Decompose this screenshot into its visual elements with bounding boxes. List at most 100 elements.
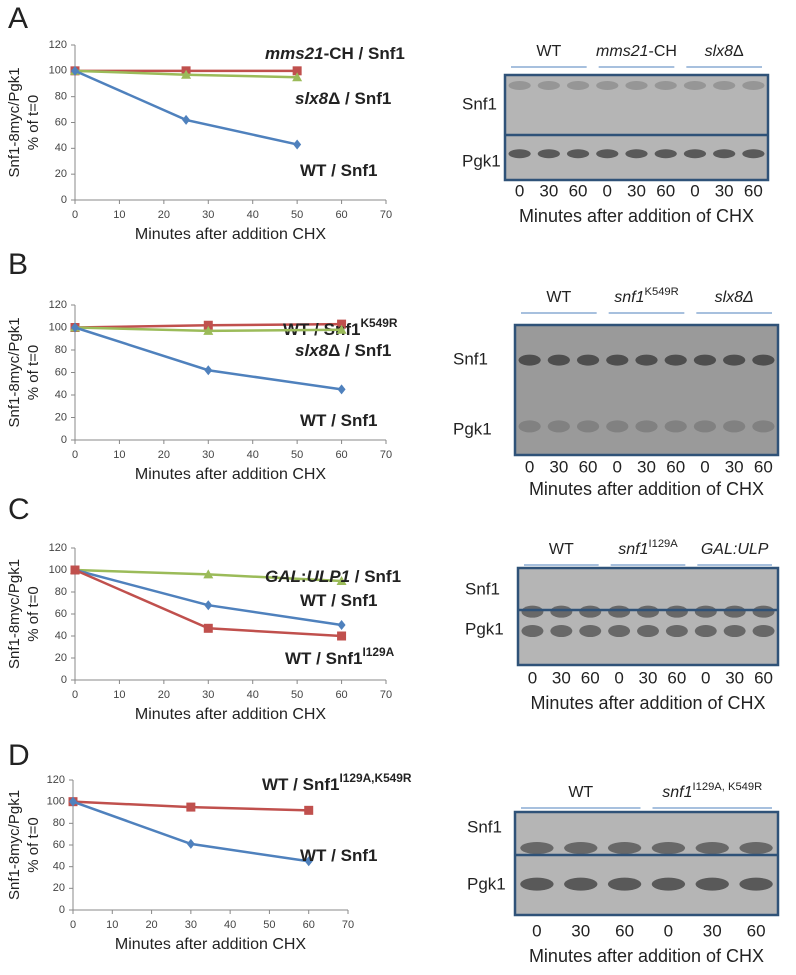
blot-band bbox=[664, 354, 687, 366]
blot-band bbox=[596, 149, 619, 159]
marker bbox=[70, 565, 80, 575]
y-axis-title: % of t=0 bbox=[25, 586, 42, 641]
group-label: GAL:ULP bbox=[701, 541, 769, 558]
blot-band bbox=[566, 81, 590, 90]
group-label: snf1I129A bbox=[618, 538, 678, 558]
blot-band bbox=[723, 605, 746, 618]
blot-band bbox=[550, 605, 573, 618]
y-axis-title: % of t=0 bbox=[25, 345, 42, 400]
blot-band bbox=[579, 605, 602, 618]
lane-label: 60 bbox=[744, 181, 763, 200]
lane-label: 0 bbox=[603, 181, 612, 200]
group-label: WT bbox=[568, 784, 593, 801]
x-tick-label: 70 bbox=[380, 449, 392, 461]
blot-band bbox=[739, 877, 773, 891]
group-label: snf1I129A, K549R bbox=[662, 781, 762, 801]
x-tick-label: 50 bbox=[291, 689, 303, 701]
x-tick-label: 40 bbox=[247, 449, 259, 461]
blot-band bbox=[521, 605, 544, 618]
y-tick-label: 60 bbox=[55, 366, 67, 378]
series-label: mms21-CH / Snf1 bbox=[265, 44, 405, 63]
y-tick-label: 80 bbox=[55, 344, 67, 356]
blot bbox=[513, 810, 780, 917]
x-tick-label: 50 bbox=[291, 449, 303, 461]
lane-label: 0 bbox=[515, 181, 524, 200]
x-axis-title: Minutes after addition CHX bbox=[135, 466, 327, 483]
y-tick-label: 20 bbox=[55, 411, 67, 423]
blot-band bbox=[537, 81, 560, 90]
lane-label: 60 bbox=[754, 457, 773, 476]
lane-label: 0 bbox=[528, 668, 537, 687]
blot-band bbox=[695, 877, 729, 891]
x-tick-label: 60 bbox=[335, 689, 347, 701]
y-tick-label: 40 bbox=[55, 630, 67, 642]
y-tick-label: 100 bbox=[49, 321, 67, 333]
blot-band bbox=[713, 149, 736, 159]
text-part: I129A,K549R bbox=[339, 771, 411, 785]
x-tick-label: 20 bbox=[158, 209, 170, 221]
y-tick-label: 0 bbox=[59, 904, 65, 916]
lane-label: 0 bbox=[525, 457, 534, 476]
text-part: Δ bbox=[733, 43, 744, 60]
lane-label: 30 bbox=[703, 921, 722, 940]
y-tick-label: 80 bbox=[53, 817, 65, 829]
lane-label: 30 bbox=[627, 181, 646, 200]
blot-band bbox=[625, 149, 648, 159]
text-part: slx8 bbox=[295, 341, 329, 360]
blot-band bbox=[742, 149, 765, 159]
y-tick-label: 120 bbox=[49, 542, 67, 554]
text-part: / Snf1 bbox=[350, 567, 401, 586]
marker bbox=[293, 139, 302, 150]
row-label: Snf1 bbox=[453, 349, 488, 368]
panel-letter: D bbox=[8, 739, 30, 772]
lane-label: 60 bbox=[666, 457, 685, 476]
blot bbox=[503, 73, 770, 182]
lane-label: 0 bbox=[664, 921, 673, 940]
blot-band bbox=[564, 877, 598, 891]
y-tick-label: 100 bbox=[49, 65, 67, 77]
x-tick-label: 30 bbox=[185, 919, 197, 931]
blot-band bbox=[742, 81, 765, 90]
blot-band bbox=[508, 149, 531, 159]
lane-label: 0 bbox=[613, 457, 622, 476]
y-axis-title: % of t=0 bbox=[25, 817, 42, 872]
marker bbox=[304, 856, 313, 867]
row-label: Pgk1 bbox=[465, 619, 504, 638]
lane-label: 30 bbox=[725, 457, 744, 476]
text-part: GAL bbox=[265, 567, 301, 586]
blot-band bbox=[695, 842, 729, 855]
y-tick-label: 120 bbox=[49, 299, 67, 311]
x-tick-label: 0 bbox=[72, 689, 78, 701]
blot-band bbox=[518, 354, 541, 366]
row-label: Snf1 bbox=[467, 817, 502, 836]
text-part: WT bbox=[536, 43, 561, 60]
blot-band bbox=[547, 420, 570, 433]
text-part: WT bbox=[568, 784, 593, 801]
x-tick-label: 10 bbox=[113, 689, 125, 701]
series-label: WT / Snf1I129A,K549R bbox=[262, 771, 412, 794]
x-tick-label: 40 bbox=[247, 209, 259, 221]
text-part: -CH / Snf1 bbox=[324, 44, 405, 63]
blot-band bbox=[651, 842, 686, 855]
x-axis-title: Minutes after addition CHX bbox=[115, 936, 307, 953]
text-part: I129A bbox=[362, 645, 394, 659]
lane-label: 30 bbox=[725, 668, 744, 687]
lane-label: 30 bbox=[637, 457, 656, 476]
blot-band bbox=[508, 81, 531, 90]
x-tick-label: 20 bbox=[158, 449, 170, 461]
blot-band bbox=[521, 625, 544, 638]
y-tick-label: 120 bbox=[49, 39, 67, 51]
y-tick-label: 100 bbox=[49, 564, 67, 576]
marker bbox=[336, 324, 347, 334]
marker bbox=[186, 838, 195, 849]
panel-letter: C bbox=[8, 493, 30, 526]
lane-label: 60 bbox=[581, 668, 600, 687]
y-tick-label: 0 bbox=[61, 674, 67, 686]
text-part: WT / Snf1 bbox=[300, 591, 377, 610]
y-tick-label: 40 bbox=[55, 389, 67, 401]
y-axis-title: Snf1-8myc/Pgk1 bbox=[6, 790, 23, 900]
x-tick-label: 10 bbox=[106, 919, 118, 931]
y-tick-label: 20 bbox=[53, 882, 65, 894]
panel-letter: A bbox=[8, 2, 28, 35]
row-label: Pgk1 bbox=[467, 874, 506, 893]
